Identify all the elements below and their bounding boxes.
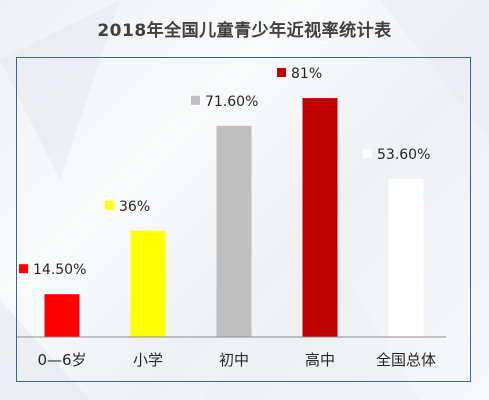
chart-title: 2018年全国儿童青少年近视率统计表 <box>97 21 392 41</box>
plot-frame <box>16 57 471 382</box>
data-label-marker-4 <box>363 148 372 158</box>
bar-3 <box>302 98 338 337</box>
data-label-marker-3 <box>277 68 286 78</box>
data-label-2: 71.60% <box>205 94 258 110</box>
bar-0 <box>44 294 80 337</box>
x-tick-label-2: 初中 <box>219 351 249 369</box>
x-tick-label-1: 小学 <box>133 351 163 369</box>
data-labels-group: 14.50% 36% 71.60% 81% 53.60% <box>19 66 430 278</box>
bar-2 <box>216 125 252 337</box>
data-label-marker-0 <box>19 264 28 274</box>
data-label-1: 36% <box>119 199 150 215</box>
bar-1 <box>130 230 166 337</box>
bar-4 <box>388 178 424 337</box>
x-tick-label-0: 0—6岁 <box>37 351 86 369</box>
data-label-marker-2 <box>191 95 200 105</box>
data-label-marker-1 <box>105 200 114 210</box>
x-tick-labels-group: 0—6岁 小学 初中 高中 全国总体 <box>37 351 436 369</box>
data-label-0: 14.50% <box>33 262 86 278</box>
x-tick-label-4: 全国总体 <box>376 351 436 369</box>
bars-group <box>44 98 424 337</box>
data-label-4: 53.60% <box>377 147 430 163</box>
data-label-3: 81% <box>291 66 322 82</box>
x-tick-label-3: 高中 <box>305 351 335 369</box>
